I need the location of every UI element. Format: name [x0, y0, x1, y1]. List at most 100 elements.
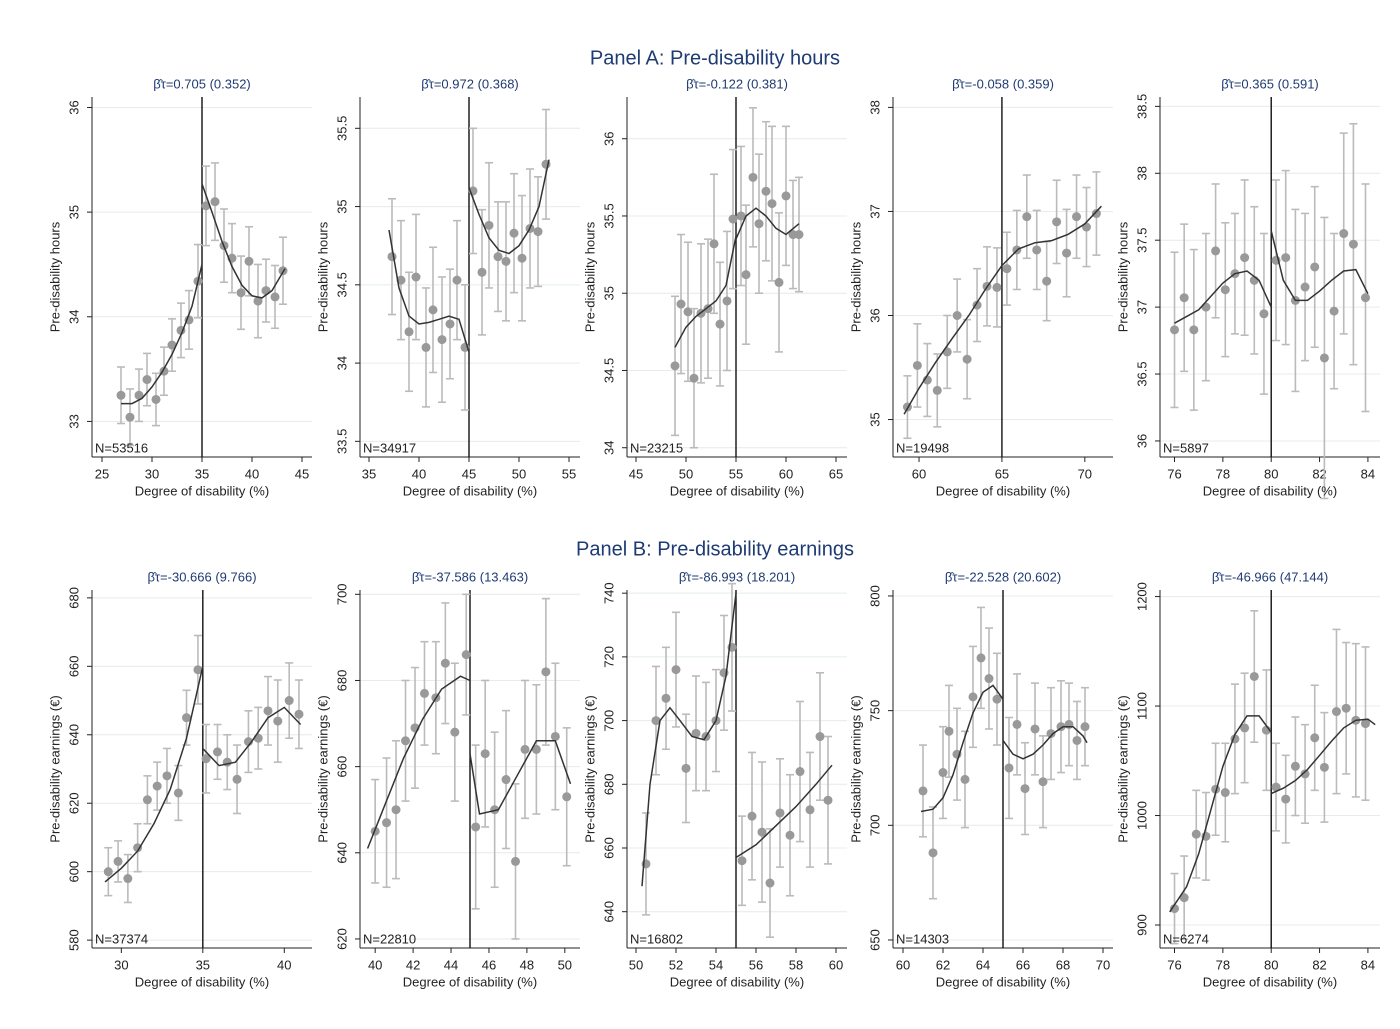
x-axis-label: Degree of disability (%) [135, 974, 269, 989]
point [775, 808, 785, 818]
point [387, 252, 397, 262]
y-axis-label: Pre-disability hours [848, 221, 863, 332]
y-tick-label: 33 [66, 414, 81, 428]
point [151, 394, 161, 404]
subtitle: β̂τ=-0.058 (0.359) [952, 76, 1054, 91]
point [681, 763, 691, 773]
point [391, 805, 401, 815]
point [1030, 724, 1040, 734]
y-tick-label: 1100 [1134, 692, 1149, 720]
point [445, 319, 455, 329]
point [520, 744, 530, 754]
x-tick-label: 65 [995, 466, 1009, 481]
fit-line [104, 666, 204, 883]
point [774, 277, 784, 287]
n-annotation: N=53516 [95, 440, 148, 455]
x-axis-label: Degree of disability (%) [936, 483, 1070, 498]
point [501, 256, 511, 266]
n-annotation: N=19498 [896, 440, 949, 455]
x-tick-label: 55 [729, 466, 743, 481]
x-tick-label: 65 [829, 466, 843, 481]
point [1012, 719, 1022, 729]
point [1046, 729, 1056, 739]
point [1339, 229, 1349, 239]
point [1259, 309, 1269, 319]
y-tick-label: 36.5 [1134, 361, 1149, 386]
panel-title: Panel B: Pre-disability earnings [576, 538, 854, 560]
x-tick-label: 68 [1056, 957, 1070, 972]
point [152, 781, 162, 791]
point [244, 256, 254, 266]
point [1064, 719, 1074, 729]
point [722, 296, 732, 306]
y-tick-label: 750 [867, 700, 882, 722]
point [942, 347, 952, 357]
n-annotation: N=14303 [896, 931, 949, 946]
y-tick-label: 620 [334, 928, 349, 950]
x-tick-label: 70 [1096, 957, 1110, 972]
point [1062, 248, 1072, 258]
y-tick-label: 680 [334, 670, 349, 692]
fit-line [735, 764, 833, 859]
y-tick-label: 34.5 [334, 272, 349, 297]
y-tick-label: 1000 [1134, 801, 1149, 830]
subtitle: β̂τ=-0.122 (0.381) [686, 76, 788, 91]
point [294, 709, 304, 719]
point [263, 706, 273, 716]
y-tick-label: 1200 [1134, 582, 1149, 611]
y-tick-label: 680 [601, 773, 616, 795]
point [651, 716, 661, 726]
subtitle: β̂τ=0.705 (0.352) [153, 76, 251, 91]
x-tick-label: 48 [520, 957, 534, 972]
fit-line [1270, 718, 1376, 795]
point [253, 296, 263, 306]
point [509, 228, 519, 238]
y-tick-label: 34 [66, 310, 81, 324]
subtitle: β̂τ=-30.666 (9.766) [147, 569, 256, 584]
point [1179, 893, 1189, 903]
x-tick-label: 78 [1216, 957, 1230, 972]
x-tick-label: 62 [936, 957, 950, 972]
point [992, 694, 1002, 704]
fit-line [1174, 270, 1272, 324]
point [437, 335, 447, 345]
point [501, 775, 511, 785]
point [928, 848, 938, 858]
subtitle: β̂τ=-46.966 (47.144) [1212, 569, 1328, 584]
point [1220, 788, 1230, 798]
point [968, 692, 978, 702]
point [1081, 222, 1091, 232]
y-tick-label: 800 [867, 585, 882, 607]
point [992, 282, 1002, 292]
point [715, 319, 725, 329]
point [1319, 762, 1329, 772]
subtitle: β̂τ=-86.993 (18.201) [679, 569, 795, 584]
x-tick-label: 40 [245, 466, 259, 481]
x-tick-label: 25 [95, 466, 109, 481]
x-tick-label: 54 [709, 957, 723, 972]
fit-line [641, 593, 737, 887]
point [918, 786, 928, 796]
point [1240, 723, 1250, 733]
n-annotation: N=5897 [1163, 440, 1209, 455]
point [550, 731, 560, 741]
n-annotation: N=22810 [363, 931, 416, 946]
x-tick-label: 66 [1016, 957, 1030, 972]
point [932, 385, 942, 395]
point [781, 191, 791, 201]
x-tick-label: 76 [1167, 957, 1181, 972]
point [952, 310, 962, 320]
n-annotation: N=6274 [1163, 931, 1209, 946]
n-annotation: N=16802 [630, 931, 683, 946]
x-tick-label: 40 [412, 466, 426, 481]
x-tick-label: 55 [562, 466, 576, 481]
y-axis-label: Pre-disability hours [47, 221, 62, 332]
x-tick-label: 50 [558, 957, 572, 972]
y-tick-label: 600 [66, 861, 81, 883]
point [142, 375, 152, 385]
point [1072, 735, 1082, 745]
point [747, 811, 757, 821]
point [1032, 245, 1042, 255]
x-tick-label: 30 [145, 466, 159, 481]
